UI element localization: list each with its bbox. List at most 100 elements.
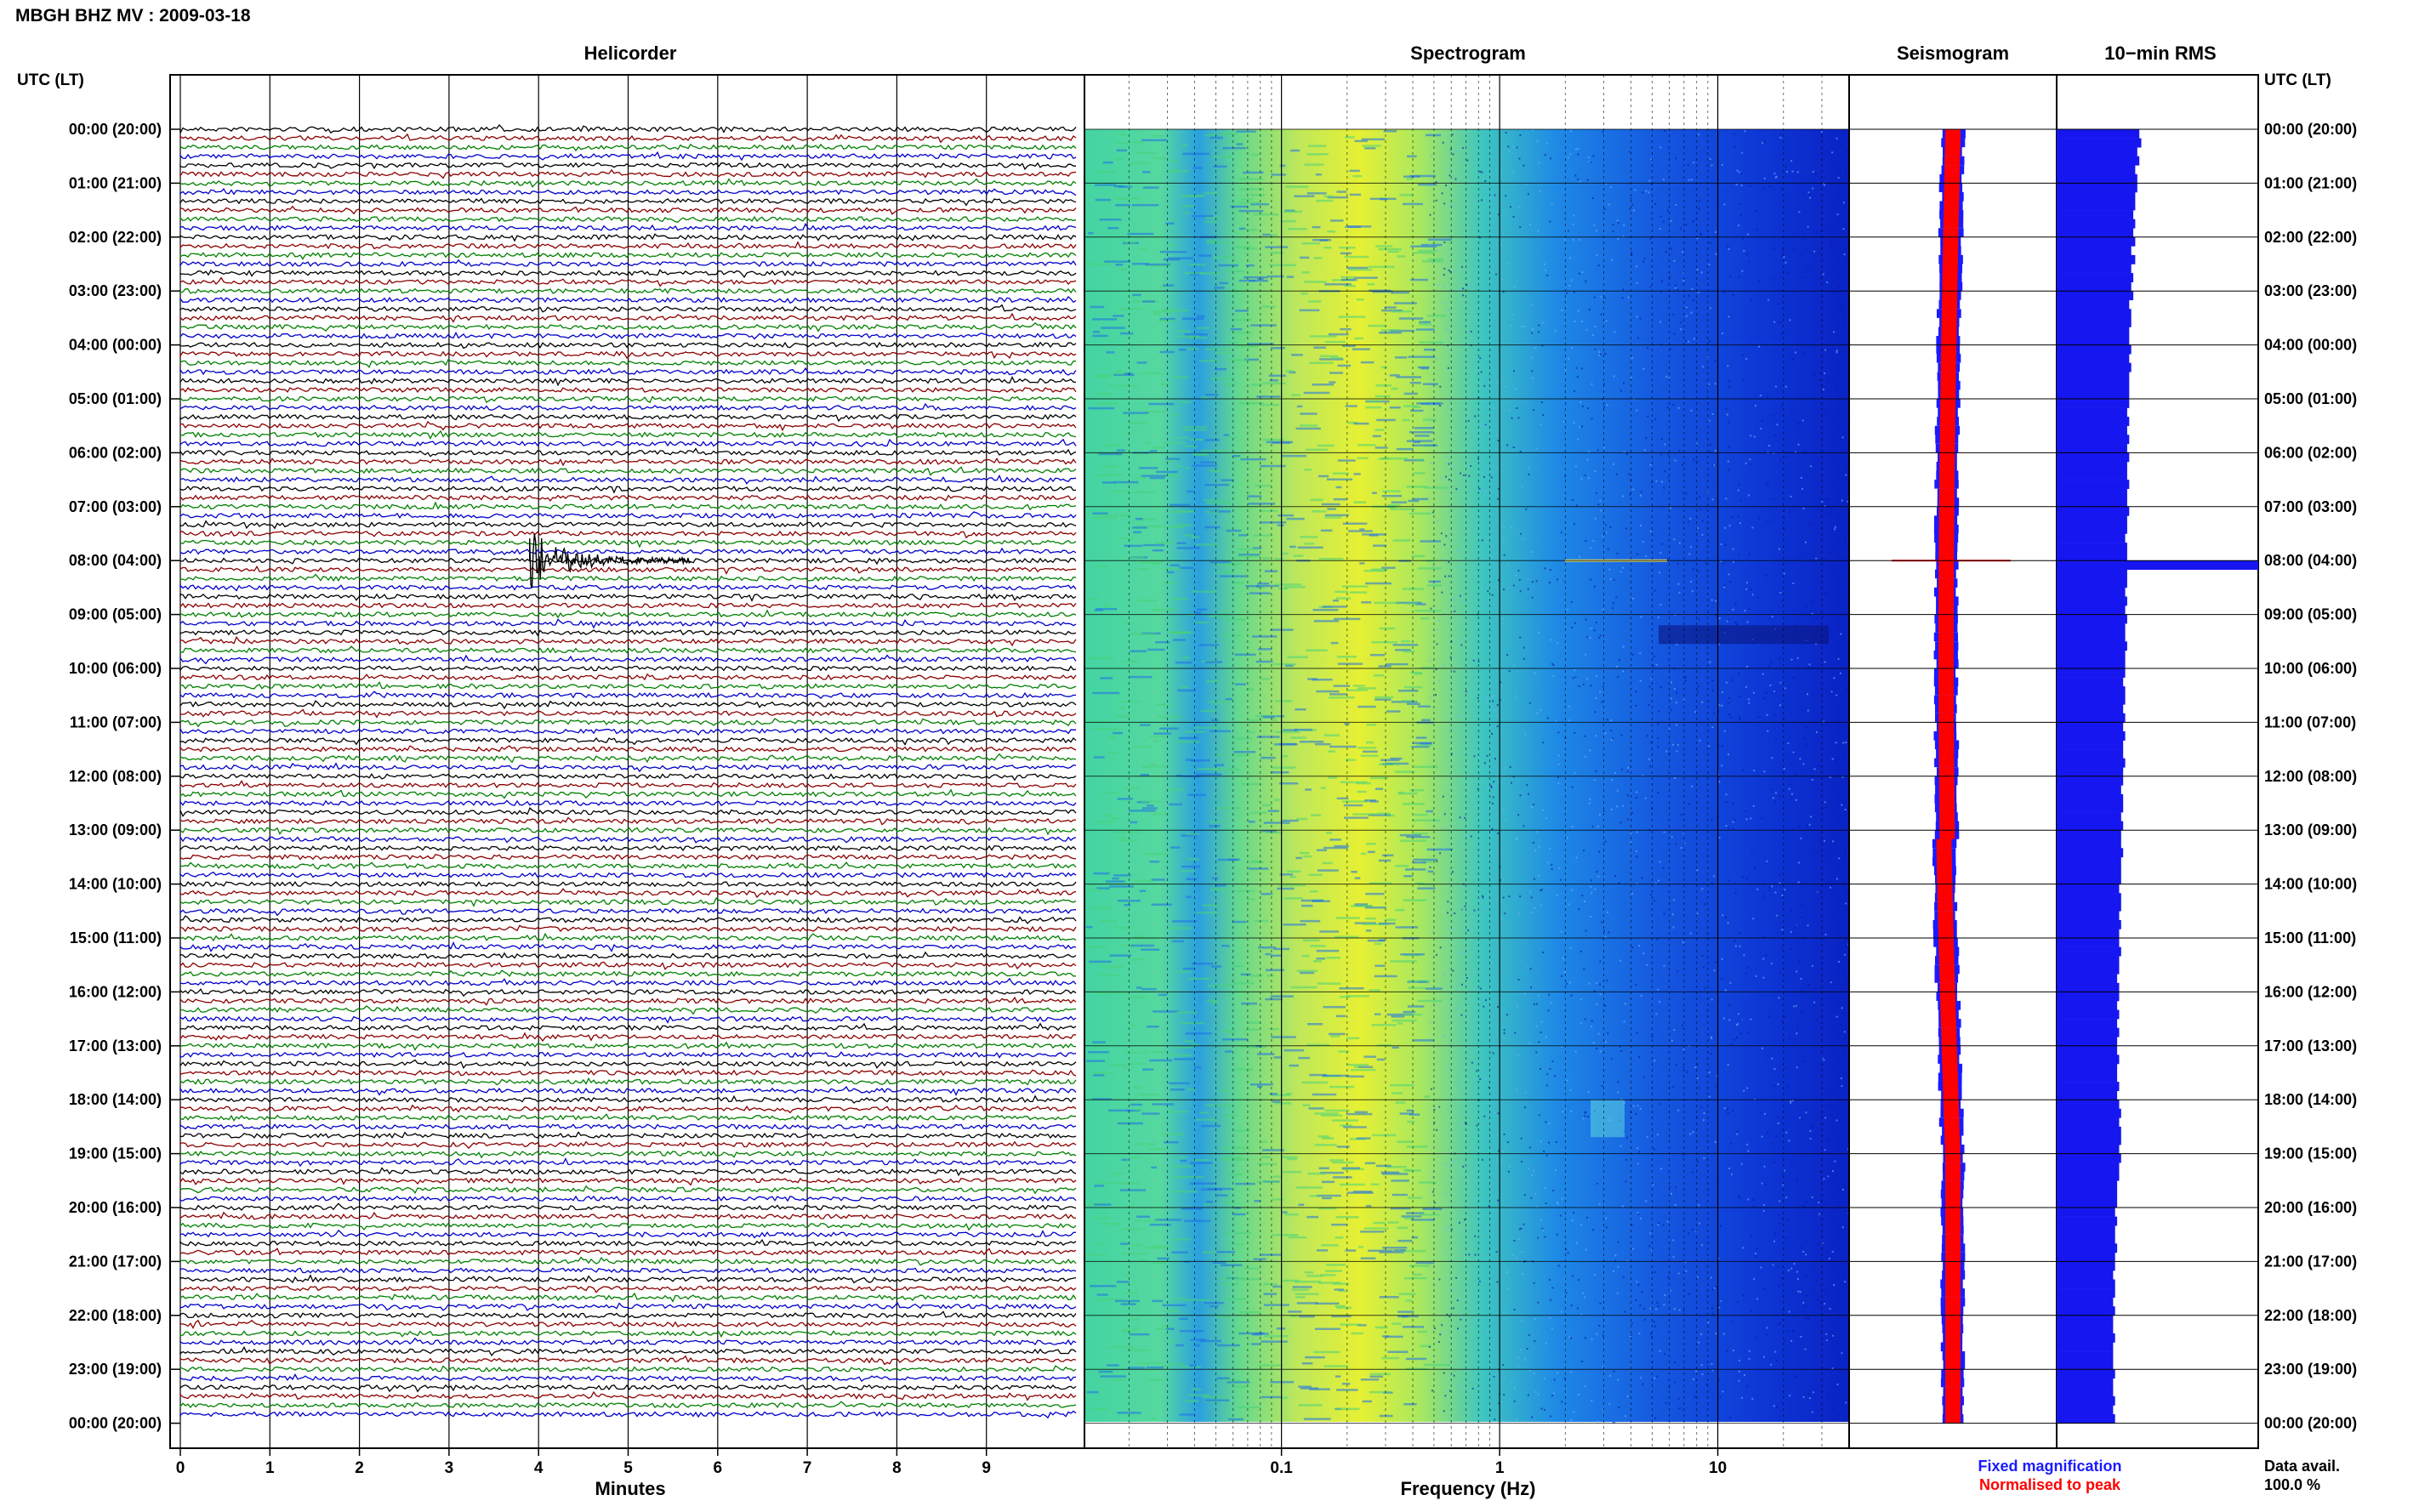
spectrogram-cell: [1320, 1114, 1343, 1117]
spectrogram-cell: [1617, 676, 1619, 679]
spectrogram-cell: [1766, 1333, 1768, 1336]
spectrogram-cell: [1755, 209, 1757, 212]
spectrogram-cell: [1727, 573, 1730, 576]
spectrogram-cell: [1474, 1235, 1477, 1237]
spectrogram-cell: [1099, 974, 1119, 977]
spectrogram-cell: [1319, 358, 1344, 361]
spectrogram-cell: [1798, 211, 1801, 213]
spectrogram-cell: [1171, 413, 1179, 416]
spectrogram-cell: [1723, 584, 1726, 587]
helicorder-trace: [179, 1131, 1077, 1140]
spectrogram-cell: [1250, 203, 1269, 206]
spectrogram-cell: [1392, 1092, 1403, 1094]
frequency-tick-label: 1: [1495, 1459, 1505, 1477]
spectrogram-cell: [1246, 229, 1258, 231]
spectrogram-cell: [1376, 418, 1396, 422]
hour-label-left: 13:00 (09:00): [69, 821, 162, 838]
spectrogram-cell: [1741, 354, 1744, 356]
spectrogram-cell: [1244, 358, 1259, 361]
spectrogram-cell: [1152, 549, 1164, 552]
spectrogram-cell: [1639, 317, 1642, 320]
spectrogram-cell: [1120, 1303, 1136, 1305]
spectrogram-cell: [1250, 1045, 1257, 1048]
spectrogram-cell: [1792, 1329, 1795, 1332]
spectrogram-cell: [1717, 1258, 1720, 1260]
spectrogram-cell: [1190, 1339, 1207, 1341]
spectrogram-cell: [1736, 623, 1738, 625]
spectrogram-cell: [1790, 160, 1793, 162]
spectrogram-cell: [1710, 998, 1713, 1001]
helicorder-trace: [179, 222, 1077, 231]
spectrogram-cell: [1129, 1333, 1150, 1336]
spectrogram-cell: [1639, 652, 1642, 655]
spectrogram-cell: [1672, 404, 1675, 406]
spectrogram-cell: [1492, 796, 1494, 799]
spectrogram-cell: [1748, 260, 1750, 263]
spectrogram-cell: [1594, 888, 1597, 890]
spectrogram-cell: [1423, 348, 1436, 351]
spectrogram-cell: [1619, 1045, 1621, 1048]
spectrogram-cell: [1137, 1093, 1159, 1096]
spectrogram-cell: [1232, 1385, 1247, 1388]
spectrogram-cell: [1255, 714, 1278, 718]
spectrogram-cell: [1308, 873, 1323, 876]
spectrogram-cell: [1635, 1112, 1637, 1115]
spectrogram-cell: [1778, 997, 1780, 999]
spectrogram-cell: [1605, 320, 1608, 322]
spectrogram-cell: [1261, 382, 1286, 385]
spectrogram-cell: [1431, 929, 1434, 932]
spectrogram-cell: [1187, 1089, 1196, 1091]
rms-bar: [2057, 875, 2121, 884]
spectrogram-cell: [1774, 1350, 1777, 1353]
spectrogram-cell: [1282, 219, 1296, 223]
spectrogram-cell: [1333, 497, 1347, 501]
spectrogram-cell: [1135, 1108, 1144, 1111]
spectrogram-cell: [1460, 173, 1463, 175]
spectrogram-cell: [1249, 1083, 1273, 1086]
spectrogram-cell: [1595, 697, 1597, 699]
spectrogram-cell: [1089, 960, 1112, 963]
rms-bar: [2057, 812, 2121, 821]
spectrogram-cell: [1662, 867, 1665, 869]
spectrogram-cell: [1647, 346, 1649, 349]
spectrogram-cell: [1653, 589, 1656, 592]
hour-label-right: 01:00 (21:00): [2264, 174, 2357, 191]
spectrogram-cell: [1357, 444, 1376, 446]
spectrogram-cell: [1571, 786, 1574, 788]
spectrogram-cell: [1342, 522, 1368, 525]
spectrogram-cell: [1476, 1124, 1478, 1127]
spectrogram-cell: [1701, 520, 1704, 522]
spectrogram-cell: [1411, 554, 1426, 558]
spectrogram-cell: [1841, 776, 1844, 778]
spectrogram-cell: [1210, 730, 1232, 733]
spectrogram-cell: [1718, 1306, 1721, 1309]
spectrogram-cell: [1708, 383, 1710, 385]
spectrogram-cell: [1449, 270, 1452, 273]
spectrogram-cell: [1146, 1026, 1159, 1028]
spectrogram-cell: [1096, 608, 1118, 611]
rms-bar: [2057, 317, 2132, 327]
spectrogram-cell: [1192, 167, 1203, 169]
spectrogram-cell: [1832, 840, 1835, 843]
spectrogram-cell: [1534, 672, 1536, 674]
spectrogram-cell: [1470, 835, 1472, 838]
spectrogram-cell: [1587, 1091, 1590, 1094]
spectrogram-cell: [1685, 1270, 1688, 1272]
spectrogram-cell: [1497, 440, 1500, 442]
hour-label-left: 10:00 (06:00): [69, 660, 162, 677]
helicorder-trace: [179, 1345, 1077, 1357]
spectrogram-cell: [1166, 1310, 1179, 1313]
spectrogram-cell: [1227, 436, 1238, 439]
spectrogram-cell: [1784, 889, 1786, 891]
spectrogram-cell: [1294, 1281, 1322, 1283]
spectrogram-cell: [1227, 1381, 1250, 1384]
spectrogram-cell: [1811, 612, 1813, 615]
spectrogram-cell: [1218, 611, 1227, 613]
spectrogram-cell: [1824, 349, 1826, 351]
spectrogram-cell: [1526, 784, 1528, 787]
spectrogram-cell: [1651, 1335, 1653, 1338]
spectrogram-cell: [1760, 1111, 1762, 1114]
spectrogram-cell: [1656, 1375, 1659, 1378]
spectrogram-cell: [1765, 954, 1767, 956]
spectrogram-cell: [1128, 556, 1144, 559]
